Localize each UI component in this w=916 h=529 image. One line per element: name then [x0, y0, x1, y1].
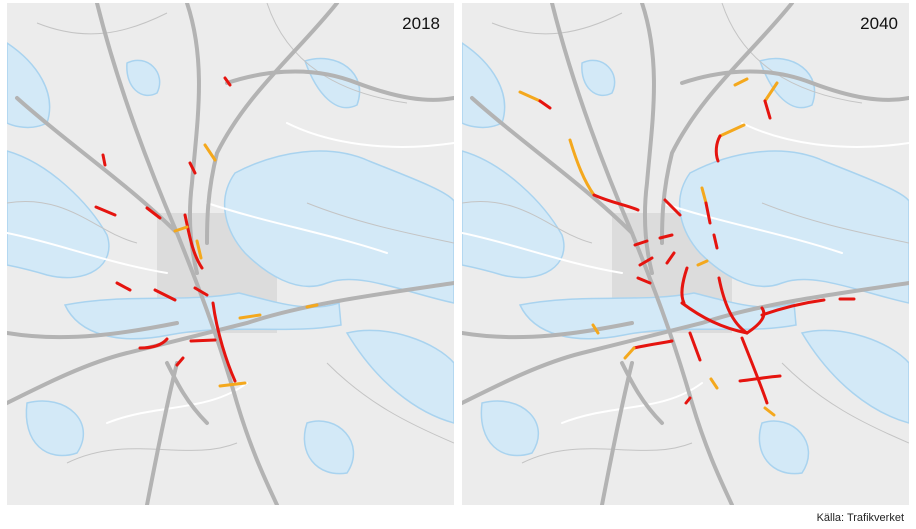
congestion — [518, 77, 856, 417]
base-map — [462, 3, 909, 505]
severe-congestion — [760, 297, 856, 317]
year-label: 2018 — [402, 14, 440, 33]
map-panel-2040: 2040 — [462, 3, 909, 505]
severe-congestion — [145, 206, 162, 220]
severe-congestion — [680, 301, 749, 335]
moderate-congestion — [700, 186, 708, 205]
moderate-congestion — [733, 77, 779, 103]
year-label: 2040 — [860, 14, 898, 33]
moderate-congestion — [238, 303, 319, 320]
severe-congestion — [189, 338, 217, 343]
congestion — [94, 76, 319, 388]
severe-congestion — [745, 306, 766, 335]
severe-congestion — [740, 336, 769, 405]
severe-congestion — [717, 276, 749, 335]
moderate-congestion — [518, 90, 542, 103]
severe-congestion — [688, 331, 702, 362]
severe-congestion — [175, 356, 185, 367]
moderate-congestion — [696, 259, 709, 267]
severe-congestion — [183, 213, 204, 270]
moderate-congestion — [763, 406, 776, 417]
moderate-congestion — [718, 123, 746, 138]
severe-congestion — [633, 233, 676, 285]
moderate-congestion — [709, 377, 719, 390]
severe-congestion — [94, 205, 117, 217]
base-map — [7, 3, 454, 505]
severe-congestion — [680, 266, 689, 305]
severe-congestion — [188, 161, 197, 175]
severe-congestion — [763, 99, 772, 120]
moderate-congestion — [591, 323, 636, 360]
severe-congestion — [663, 198, 682, 217]
severe-congestion — [538, 99, 552, 110]
map-panel-2018: 2018 — [7, 3, 454, 505]
severe-congestion — [211, 301, 237, 383]
moderate-congestion — [568, 138, 596, 197]
severe-congestion — [592, 193, 640, 212]
severe-congestion — [704, 201, 719, 250]
severe-congestion — [684, 396, 692, 405]
severe-congestion — [138, 337, 169, 350]
moderate-congestion — [218, 381, 247, 388]
severe-congestion — [738, 374, 782, 383]
severe-congestion — [101, 153, 107, 167]
moderate-congestion — [203, 143, 217, 162]
severe-congestion — [223, 76, 232, 87]
source-credit: Källa: Trafikverket — [817, 512, 904, 524]
moderate-congestion — [173, 225, 203, 260]
severe-congestion — [115, 281, 209, 302]
severe-congestion — [714, 134, 722, 163]
severe-congestion — [632, 339, 674, 350]
